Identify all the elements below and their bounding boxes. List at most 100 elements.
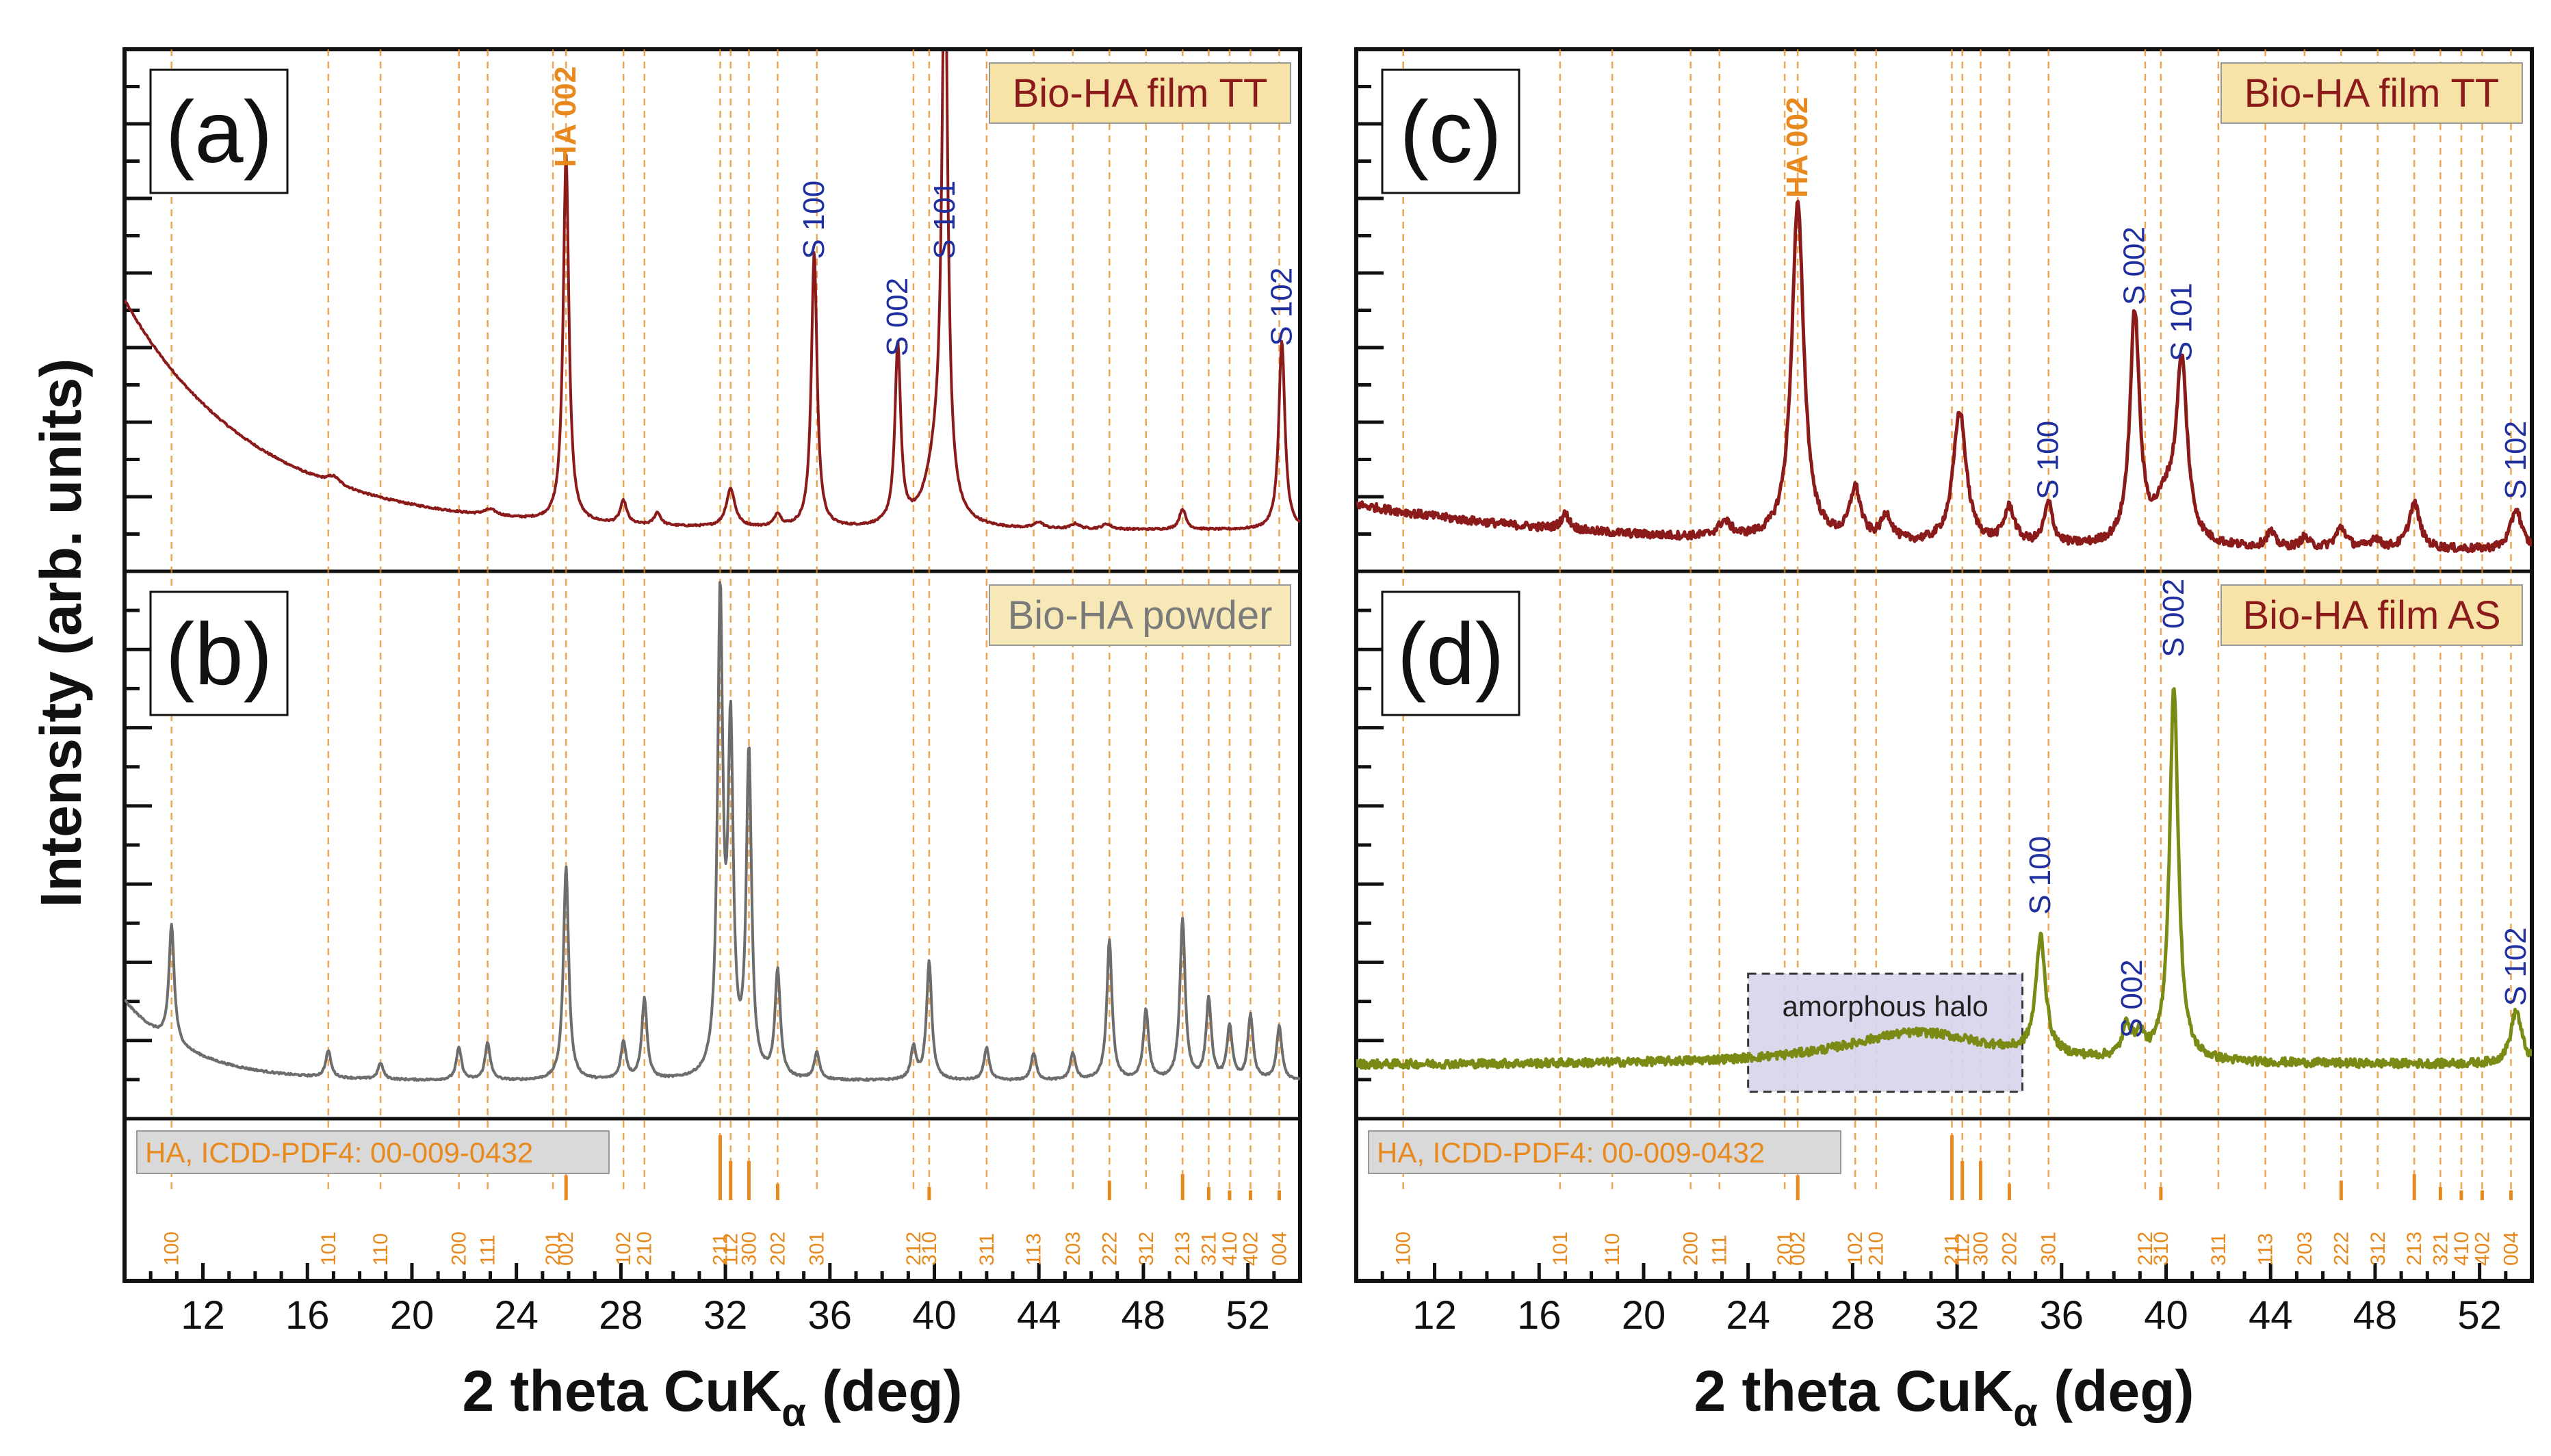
reference-hkl-label: 311 bbox=[2207, 1233, 2230, 1266]
x-tick-label: 44 bbox=[2249, 1293, 2293, 1338]
peak-label: S 100 bbox=[2032, 421, 2065, 499]
panel-letter: (d) bbox=[1397, 606, 1504, 703]
reference-hkl-label: 310 bbox=[918, 1232, 941, 1266]
peak-label: S 100 bbox=[2023, 836, 2057, 915]
reference-hkl-label: 312 bbox=[2367, 1232, 2390, 1266]
reference-hkl-label: 212 bbox=[903, 1232, 925, 1266]
xrd-curve-d bbox=[1356, 687, 2532, 1070]
reference-hkl-label: 210 bbox=[1865, 1232, 1888, 1266]
reference-hkl-label: 402 bbox=[2471, 1232, 2494, 1266]
reference-hkl-label: 201 bbox=[542, 1232, 565, 1266]
panel-letter: (a) bbox=[166, 83, 272, 181]
peak-label: S 100 bbox=[797, 181, 831, 259]
reference-hkl-label: 321 bbox=[2429, 1232, 2452, 1266]
reference-hkl-label: 211 bbox=[1941, 1233, 1963, 1266]
reference-hkl-label: 311 bbox=[976, 1233, 998, 1266]
peak-label: HA 002 bbox=[549, 66, 582, 168]
x-tick-label: 24 bbox=[494, 1293, 539, 1338]
reference-hkl-label: 101 bbox=[318, 1232, 340, 1266]
icdd-label-box bbox=[1368, 1130, 1841, 1174]
x-axis-title-sub: α bbox=[781, 1390, 806, 1435]
x-tick-label: 40 bbox=[912, 1293, 957, 1338]
reference-hkl-label: 402 bbox=[1239, 1232, 1262, 1266]
sample-label: Bio-HA film TT bbox=[1013, 71, 1268, 116]
reference-hkl-label: 300 bbox=[1969, 1232, 1992, 1266]
x-tick-label: 32 bbox=[1935, 1293, 1980, 1338]
reference-hkl-label: 200 bbox=[448, 1232, 471, 1266]
reference-hkl-label: 202 bbox=[766, 1232, 789, 1266]
reference-hkl-label: 301 bbox=[806, 1232, 829, 1266]
peak-label: S 002 bbox=[881, 278, 914, 356]
reference-hkl-label: 004 bbox=[1268, 1232, 1291, 1266]
reference-hkl-label: 222 bbox=[1098, 1232, 1121, 1266]
reference-hkl-label: 213 bbox=[2403, 1232, 2426, 1266]
reference-hkl-label: 101 bbox=[1549, 1232, 1572, 1266]
peak-label: S 102 bbox=[1265, 268, 1298, 346]
reference-hkl-label: 201 bbox=[1774, 1232, 1796, 1266]
reference-hkl-label: 110 bbox=[370, 1233, 392, 1266]
x-tick-label: 28 bbox=[599, 1293, 643, 1338]
peak-label: HA 002 bbox=[1780, 97, 1814, 198]
reference-hkl-label: 113 bbox=[2255, 1233, 2277, 1266]
icdd-label-box bbox=[136, 1130, 610, 1174]
x-axis-title-sub: α bbox=[2013, 1390, 2038, 1435]
x-axis-title-main: 2 theta CuK bbox=[1694, 1359, 2014, 1423]
reference-hkl-label: 100 bbox=[1393, 1232, 1415, 1266]
left-column: 12 16 20 24 28 32 36 40 44 48 52 2 theta CuKα (deg)… bbox=[122, 47, 1302, 1435]
x-tick-label: 36 bbox=[808, 1293, 853, 1338]
panel-letter-box bbox=[149, 68, 289, 194]
x-tick-label: 12 bbox=[1412, 1293, 1457, 1338]
sample-label: Bio-HA powder bbox=[1008, 593, 1273, 638]
peak-label: S 102 bbox=[2499, 421, 2533, 499]
icdd-label: HA, ICDD-PDF4: 00-009-0432 bbox=[1377, 1136, 1765, 1169]
panel-frame bbox=[1354, 47, 2534, 1283]
x-tick-label: 16 bbox=[1517, 1293, 1562, 1338]
reference-hkl-label: 222 bbox=[2330, 1232, 2353, 1266]
peak-label: S 101 bbox=[2164, 283, 2198, 361]
xrd-curve-a bbox=[125, 51, 1300, 532]
peak-label: S 102 bbox=[2499, 927, 2533, 1006]
x-tick-label: 40 bbox=[2144, 1293, 2188, 1338]
reference-hkl-label: 102 bbox=[612, 1232, 635, 1266]
panel-letter-box bbox=[149, 590, 289, 716]
amorphous-halo-label: amorphous halo bbox=[1782, 990, 1988, 1022]
reference-hkl-label: 113 bbox=[1023, 1233, 1046, 1266]
reference-hkl-label: 410 bbox=[1219, 1232, 1241, 1266]
x-tick-label: 52 bbox=[1226, 1293, 1270, 1338]
sample-label-box bbox=[989, 584, 1291, 646]
reference-hkl-label: 321 bbox=[1197, 1232, 1220, 1266]
x-axis-title: 2 theta CuKα (deg) bbox=[1694, 1359, 2194, 1435]
reference-hkl-label: 100 bbox=[161, 1232, 183, 1266]
x-tick-label: 20 bbox=[390, 1293, 435, 1338]
reference-hkl-label: 112 bbox=[720, 1233, 742, 1266]
reference-hkl-label: 312 bbox=[1135, 1232, 1158, 1266]
reference-hkl-label: 111 bbox=[477, 1234, 500, 1266]
sample-label-box bbox=[2220, 62, 2523, 124]
reference-hkl-label: 210 bbox=[634, 1232, 656, 1266]
x-tick-label: 28 bbox=[1830, 1293, 1875, 1338]
reference-hkl-label: 202 bbox=[1998, 1232, 2021, 1266]
x-tick-label: 48 bbox=[2353, 1293, 2398, 1338]
panel-letter-box bbox=[1381, 68, 1520, 194]
x-tick-label: 20 bbox=[1622, 1293, 1666, 1338]
x-tick-label: 32 bbox=[703, 1293, 748, 1338]
panel-frame bbox=[122, 47, 1302, 1283]
x-tick-label: 36 bbox=[2040, 1293, 2084, 1338]
reference-hkl-label: 213 bbox=[1171, 1232, 1194, 1266]
reference-hkl-label: 004 bbox=[2500, 1232, 2522, 1266]
panel-letter: (b) bbox=[166, 606, 272, 703]
reference-hkl-label: 111 bbox=[1709, 1234, 1731, 1266]
reference-hkl-label: 301 bbox=[2038, 1232, 2060, 1266]
x-axis-title-unit: (deg) bbox=[806, 1359, 963, 1423]
reference-hkl-label: 203 bbox=[2294, 1232, 2316, 1266]
sample-label: Bio-HA film TT bbox=[2244, 71, 2500, 116]
xrd-curve-c bbox=[1356, 200, 2532, 554]
x-tick-label: 16 bbox=[285, 1293, 330, 1338]
reference-hkl-label: 211 bbox=[709, 1233, 731, 1266]
reference-hkl-label: 212 bbox=[2134, 1232, 2157, 1266]
x-axis-title: 2 theta CuKα (deg) bbox=[463, 1359, 963, 1435]
y-axis-title: Intensity (arb. units) bbox=[29, 359, 93, 908]
icdd-label: HA, ICDD-PDF4: 00-009-0432 bbox=[145, 1136, 533, 1169]
reference-hkl-label: 200 bbox=[1680, 1232, 1702, 1266]
peak-label: S 101 bbox=[928, 181, 961, 259]
